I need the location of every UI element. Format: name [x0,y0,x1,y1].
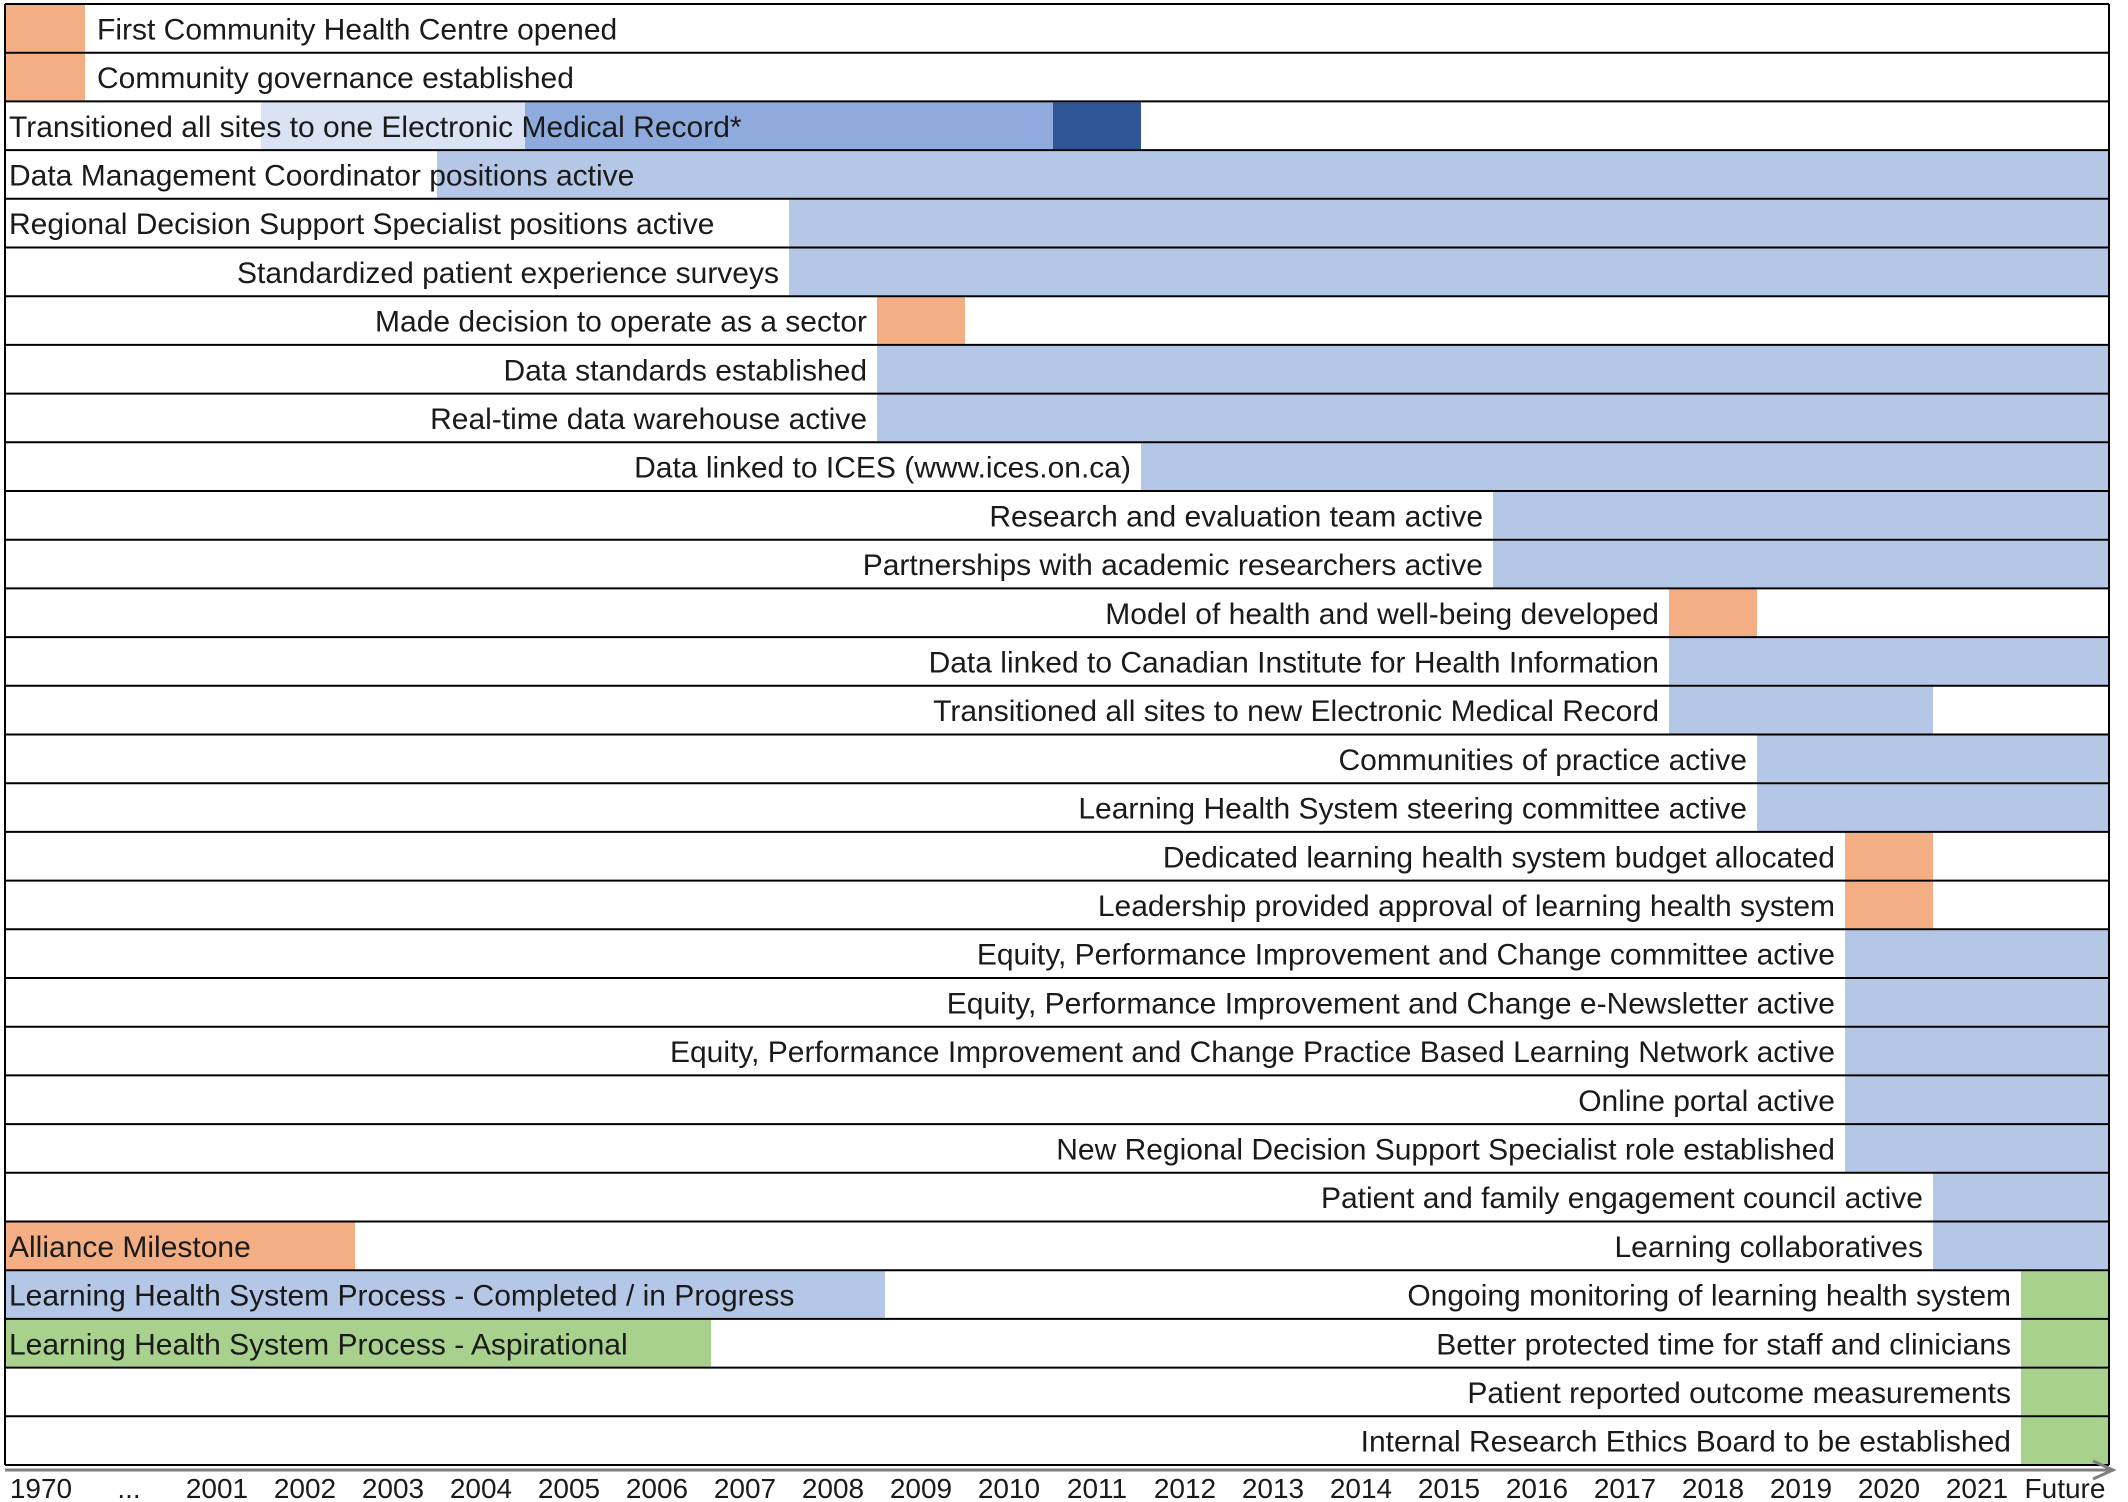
bar-1-0 [5,53,85,101]
bar-14-0 [1669,686,1933,734]
bar-11-0 [1493,540,2109,588]
x-tick-23: Future [2025,1473,2106,1502]
bar-18-0 [1845,881,1933,929]
row-label-3: Data Management Coordinator positions ac… [9,159,634,192]
x-axis-arrow [2092,1459,2117,1481]
x-tick-21: 2020 [1858,1473,1920,1502]
x-tick-14: 2013 [1242,1473,1304,1502]
bar-15-0 [1757,735,2109,783]
row-label-0: First Community Health Centre opened [97,13,617,46]
row-label-5: Standardized patient experience surveys [237,257,779,290]
x-tick-1: ... [117,1473,140,1502]
row-label-22: Online portal active [1578,1085,1835,1118]
bar-2-1 [525,102,789,150]
bar-5-0 [789,248,2109,296]
bar-22-0 [1845,1076,2109,1124]
bar-20-0 [1845,979,2109,1026]
row-label-1: Community governance established [97,62,574,95]
x-tick-10: 2009 [890,1473,952,1502]
legend-swatch-1 [5,1271,885,1318]
bar-16-0 [1757,784,2109,831]
x-tick-12: 2011 [1067,1473,1127,1502]
bar-0-0 [5,5,85,52]
row-label-29: Internal Research Ethics Board to be est… [1361,1426,2011,1459]
row-label-13: Data linked to Canadian Institute for He… [929,646,1659,679]
x-tick-22: 2021 [1946,1473,2008,1502]
row-label-2: Transitioned all sites to one Electronic… [9,111,742,144]
x-tick-3: 2002 [274,1473,336,1502]
bar-26-0 [2021,1271,2109,1318]
bar-21-0 [1845,1027,2109,1075]
x-tick-18: 2017 [1594,1473,1656,1502]
row-label-17: Dedicated learning health system budget … [1163,841,1835,874]
bar-23-0 [1845,1125,2109,1172]
bar-10-0 [1493,492,2109,539]
bar-27-0 [2021,1319,2109,1367]
x-tick-5: 2004 [450,1473,512,1502]
row-label-8: Real-time data warehouse active [430,403,867,436]
bar-13-0 [1669,638,2109,685]
bar-2-3 [1053,102,1141,150]
bar-17-0 [1845,832,1933,880]
x-tick-19: 2018 [1682,1473,1744,1502]
x-tick-9: 2008 [802,1473,864,1502]
row-label-16: Learning Health System steering committe… [1078,793,1747,826]
row-label-14: Transitioned all sites to new Electronic… [933,695,1659,728]
bar-9-0 [1141,443,2109,490]
x-tick-20: 2019 [1770,1473,1832,1502]
x-tick-16: 2015 [1418,1473,1480,1502]
row-label-27: Better protected time for staff and clin… [1436,1328,2011,1361]
legend-swatch-0 [5,1222,355,1270]
row-label-21: Equity, Performance Improvement and Chan… [670,1036,1835,1069]
bar-4-0 [789,199,2109,247]
x-tick-17: 2016 [1506,1473,1568,1502]
row-label-11: Partnerships with academic researchers a… [863,549,1483,582]
x-tick-6: 2005 [538,1473,600,1502]
row-label-23: New Regional Decision Support Specialist… [1056,1133,1835,1166]
bar-2-2 [789,102,1053,150]
row-label-10: Research and evaluation team active [989,500,1483,533]
bar-19-0 [1845,930,2109,977]
row-label-18: Leadership provided approval of learning… [1098,890,1835,923]
bar-12-0 [1669,589,1757,637]
bar-8-0 [877,394,2109,442]
row-label-7: Data standards established [503,354,867,387]
x-tick-15: 2014 [1330,1473,1392,1502]
x-tick-4: 2003 [362,1473,424,1502]
row-label-9: Data linked to ICES (www.ices.on.ca) [634,452,1131,485]
x-tick-2: 2001 [186,1473,248,1502]
row-label-25: Learning collaboratives [1614,1231,1923,1264]
bar-25-0 [1933,1222,2109,1270]
x-tick-7: 2006 [626,1473,688,1502]
row-label-26: Ongoing monitoring of learning health sy… [1407,1280,2011,1313]
row-label-20: Equity, Performance Improvement and Chan… [947,987,1835,1020]
legend-swatch-2 [5,1319,711,1367]
row-label-24: Patient and family engagement council ac… [1321,1182,1923,1215]
row-label-15: Communities of practice active [1339,744,1748,777]
bar-7-0 [877,345,2109,393]
x-tick-13: 2012 [1154,1473,1216,1502]
row-label-19: Equity, Performance Improvement and Chan… [977,939,1835,972]
row-label-12: Model of health and well-being developed [1105,598,1659,631]
bar-29-0 [2021,1417,2109,1464]
row-label-4: Regional Decision Support Specialist pos… [9,208,714,241]
row-label-28: Patient reported outcome measurements [1467,1377,2011,1410]
x-tick-0: 1970 [10,1473,72,1502]
x-tick-11: 2010 [978,1473,1040,1502]
legend-label-1: Learning Health System Process - Complet… [9,1280,794,1313]
bar-28-0 [2021,1368,2109,1416]
bar-6-0 [877,297,965,344]
bar-2-0 [261,102,525,150]
legend-label-0: Alliance Milestone [9,1231,251,1264]
legend-label-2: Learning Health System Process - Aspirat… [9,1328,628,1361]
x-tick-8: 2007 [714,1473,776,1502]
bar-24-0 [1933,1173,2109,1221]
row-label-6: Made decision to operate as a sector [375,306,867,339]
bar-3-0 [437,151,2109,198]
